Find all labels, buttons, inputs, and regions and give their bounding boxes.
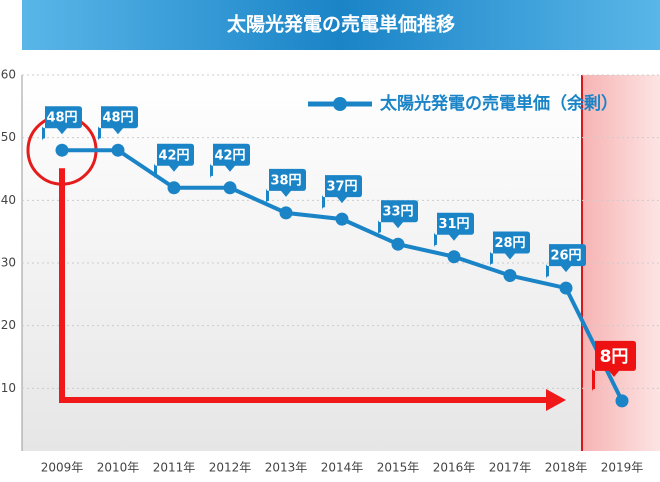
title-banner: [22, 0, 660, 50]
arrow: [59, 168, 548, 403]
value-label: 48円: [46, 111, 77, 126]
value-label: 31円: [438, 217, 469, 232]
data-point: [335, 212, 349, 226]
x-tick-label: 2011年: [153, 461, 196, 475]
x-tick-label: 2016年: [433, 461, 476, 475]
arrow-head: [546, 389, 566, 411]
value-label-box: [266, 168, 306, 204]
data-point: [503, 269, 517, 283]
value-label: 33円: [382, 205, 413, 220]
value-label-box: [434, 212, 474, 248]
value-label-box: [546, 244, 586, 280]
value-label-box: [98, 106, 138, 142]
data-point: [391, 237, 405, 251]
value-label: 48円: [102, 111, 133, 126]
value-label: 38円: [270, 173, 301, 188]
value-label-box: [154, 143, 194, 179]
x-tick-label: 2012年: [209, 461, 252, 475]
chart-title: 太陽光発電の売電単価推移: [227, 13, 455, 36]
x-tick-label: 2014年: [321, 461, 364, 475]
value-label-box: [42, 106, 82, 142]
legend-marker: [333, 97, 347, 111]
data-point: [111, 143, 125, 157]
legend: 太陽光発電の売電単価（余剰）: [308, 93, 618, 114]
x-tick-label: 2010年: [97, 461, 140, 475]
data-point: [559, 281, 573, 295]
data-point: [279, 206, 293, 220]
value-label-box: [592, 340, 636, 392]
value-label: 42円: [214, 148, 245, 163]
x-tick-label: 2009年: [41, 461, 84, 475]
value-label: 8円: [600, 347, 629, 367]
value-label: 42円: [158, 148, 189, 163]
data-point: [167, 181, 181, 195]
x-tick-label: 2018年: [545, 461, 588, 475]
value-label: 37円: [326, 180, 357, 195]
data-point: [447, 250, 461, 264]
x-tick-label: 2019年: [601, 461, 644, 475]
value-label-box: [490, 231, 530, 267]
y-tick-label: 10: [1, 381, 16, 395]
data-point: [615, 394, 629, 408]
y-tick-label: 50: [1, 130, 16, 144]
y-tick-label: 30: [1, 256, 16, 270]
value-label-box: [210, 143, 250, 179]
value-label: 26円: [550, 249, 581, 264]
x-tick-label: 2013年: [265, 461, 308, 475]
x-tick-label: 2017年: [489, 461, 532, 475]
y-tick-label: 20: [1, 318, 16, 332]
data-point: [223, 181, 237, 195]
value-label: 28円: [494, 236, 525, 251]
x-tick-label: 2015年: [377, 461, 420, 475]
data-point: [55, 143, 69, 157]
value-label-box: [322, 175, 362, 211]
y-tick-label: 40: [1, 193, 16, 207]
legend-label: 太陽光発電の売電単価（余剰）: [380, 93, 618, 114]
value-label-box: [378, 200, 418, 236]
y-tick-label: 60: [1, 68, 16, 82]
